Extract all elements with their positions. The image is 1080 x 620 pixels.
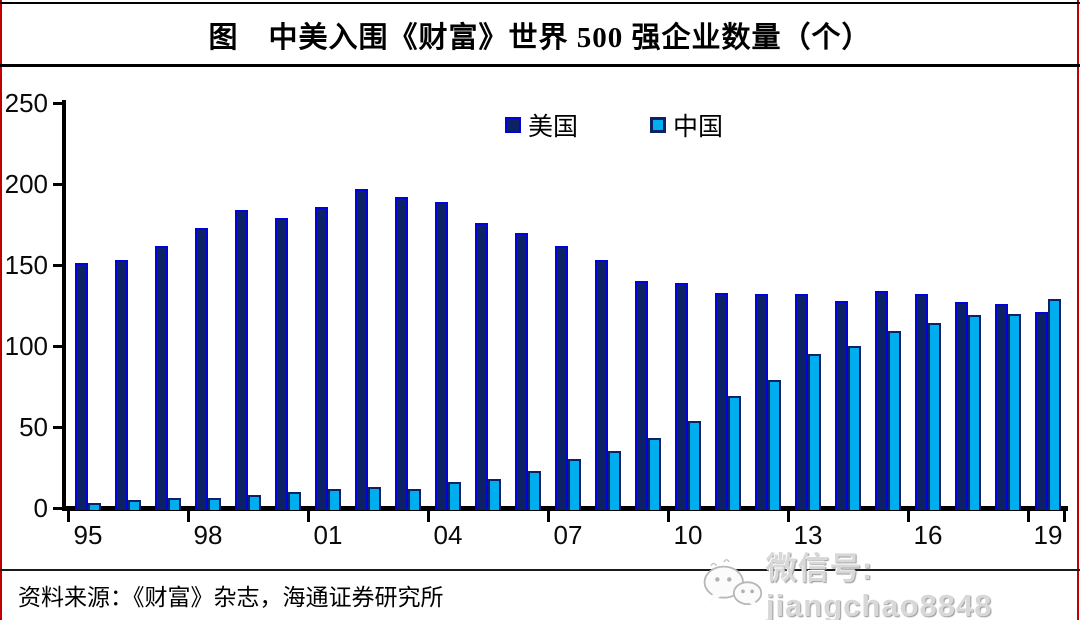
x-tick-6 [787, 511, 790, 522]
wechat-icon [703, 558, 763, 608]
bar-us-16 [915, 294, 928, 510]
bar-china-19 [1048, 299, 1061, 510]
bar-us-08 [595, 260, 608, 510]
bar-us-96 [115, 260, 128, 510]
source-top-rule [0, 569, 1080, 571]
x-tick-1 [187, 511, 190, 522]
y-tick-label-150: 150 [4, 250, 48, 280]
bar-us-12 [755, 294, 768, 510]
x-tick-2 [307, 511, 310, 522]
legend-item-us: 美国 [505, 113, 578, 141]
y-tick-50 [53, 426, 62, 429]
y-tick-label-50: 50 [19, 412, 48, 442]
bar-china-06 [528, 471, 541, 510]
bar-china-03 [408, 489, 421, 510]
legend-swatch-china [650, 117, 666, 133]
bar-us-07 [555, 246, 568, 510]
bar-china-08 [608, 451, 621, 510]
bar-us-11 [715, 293, 728, 510]
bar-china-09 [648, 438, 661, 510]
bar-us-01 [315, 207, 328, 510]
x-tick-4 [547, 511, 550, 522]
bar-us-17 [955, 302, 968, 510]
bar-us-06 [515, 233, 528, 510]
bar-china-13 [808, 354, 821, 510]
bar-us-03 [395, 197, 408, 510]
bar-us-00 [275, 218, 288, 510]
source-text: 资料来源：《财富》杂志，海通证券研究所 [18, 585, 444, 610]
bar-china-12 [768, 380, 781, 510]
y-tick-label-100: 100 [4, 331, 48, 361]
y-tick-0 [53, 507, 62, 510]
bar-us-10 [675, 283, 688, 510]
bar-china-07 [568, 459, 581, 510]
x-tick-end [1063, 511, 1066, 522]
x-tick-label-16: 16 [913, 520, 943, 550]
bar-us-97 [155, 246, 168, 510]
top-rule [0, 2, 1080, 4]
x-tick-label-19: 19 [1033, 520, 1063, 550]
bar-china-15 [888, 331, 901, 510]
x-tick-label-95: 95 [73, 520, 103, 550]
bar-china-00 [288, 492, 301, 510]
bar-china-95 [88, 503, 101, 510]
legend-item-china: 中国 [650, 113, 723, 141]
y-tick-label-250: 250 [4, 88, 48, 118]
bar-us-04 [435, 202, 448, 510]
legend-swatch-us [505, 117, 521, 133]
x-tick-3 [427, 511, 430, 522]
y-axis-line [62, 100, 66, 511]
x-tick-label-07: 07 [553, 520, 583, 550]
y-tick-label-0: 0 [33, 493, 48, 523]
bar-us-15 [875, 291, 888, 510]
bar-us-14 [835, 301, 848, 510]
bar-china-96 [128, 500, 141, 510]
bar-china-10 [688, 421, 701, 510]
watermark-text: 微信号: jiangchao8848 [765, 551, 993, 620]
x-tick-0 [67, 511, 70, 522]
bar-china-14 [848, 346, 861, 510]
bar-us-95 [75, 263, 88, 510]
bar-us-18 [995, 304, 1008, 510]
y-tick-100 [53, 345, 62, 348]
title-bottom-rule [0, 64, 1080, 67]
bar-us-19 [1035, 312, 1048, 510]
x-tick-label-01: 01 [313, 520, 343, 550]
bar-china-17 [968, 315, 981, 510]
y-tick-250 [53, 102, 62, 105]
y-tick-label-200: 200 [4, 169, 48, 199]
bar-us-99 [235, 210, 248, 510]
y-tick-200 [53, 183, 62, 186]
x-tick-label-10: 10 [673, 520, 703, 550]
bar-china-04 [448, 482, 461, 510]
bar-china-05 [488, 479, 501, 510]
bar-china-02 [368, 487, 381, 510]
x-tick-label-13: 13 [793, 520, 823, 550]
bar-china-18 [1008, 314, 1021, 510]
x-tick-7 [907, 511, 910, 522]
figure-title: 图 中美入围《财富》世界 500 强企业数量（个） [208, 22, 872, 54]
x-tick-5 [667, 511, 670, 522]
bar-us-09 [635, 281, 648, 510]
bar-us-02 [355, 189, 368, 510]
bar-china-97 [168, 498, 181, 510]
y-tick-150 [53, 264, 62, 267]
bar-us-05 [475, 223, 488, 510]
watermark: 微信号: jiangchao8848 [700, 543, 1080, 620]
bar-china-16 [928, 323, 941, 510]
bar-china-01 [328, 489, 341, 510]
bar-china-98 [208, 498, 221, 510]
bar-us-13 [795, 294, 808, 510]
bar-china-99 [248, 495, 261, 510]
legend-label-us: 美国 [528, 114, 579, 141]
x-tick-label-98: 98 [193, 520, 223, 550]
legend-label-china: 中国 [673, 114, 724, 141]
x-tick-8 [1027, 511, 1030, 522]
bar-china-11 [728, 396, 741, 510]
page-edge-rule-right [1077, 0, 1079, 620]
x-tick-label-04: 04 [433, 520, 463, 550]
page-edge-rule-left [0, 0, 2, 620]
bar-us-98 [195, 228, 208, 510]
